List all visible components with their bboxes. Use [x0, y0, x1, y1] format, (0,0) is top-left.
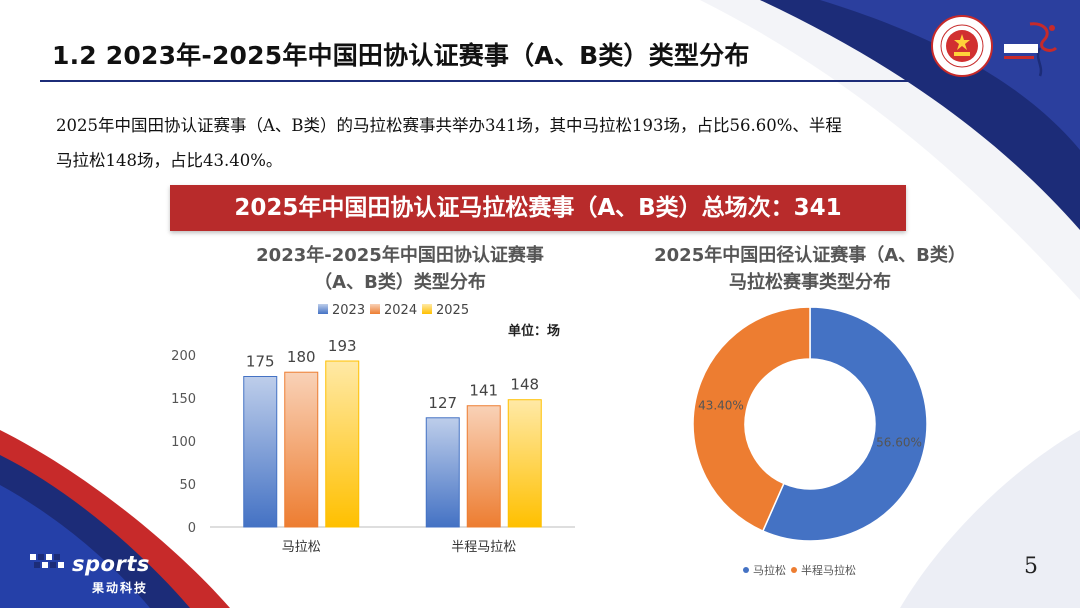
page-title: 1.2 2023年-2025年中国田协认证赛事（A、B类）类型分布	[52, 41, 750, 70]
bar-value-label: 127	[428, 394, 457, 412]
donut-legend-marker	[743, 567, 749, 573]
donut-legend-label: 半程马拉松	[801, 563, 856, 577]
donut-slice-半程马拉松	[692, 306, 811, 533]
bar-chart-title-line-1: 2023年-2025年中国田协认证赛事	[256, 245, 544, 266]
bar-value-label: 141	[469, 382, 498, 400]
donut-legend-label: 马拉松	[753, 563, 786, 577]
bar-value-label: 180	[287, 348, 316, 366]
donut-value-label: 43.40%	[698, 398, 744, 412]
unit-label: 单位：场	[508, 324, 561, 339]
bar-value-label: 193	[328, 337, 357, 355]
summary-line-2: 马拉松148场，占比43.40%。	[56, 151, 283, 170]
legend-label-2023: 2023	[332, 303, 365, 318]
donut-legend-marker	[791, 567, 797, 573]
title-divider	[40, 80, 920, 82]
pie-chart-title: 2025年中国田径认证赛事（A、B类） 马拉松赛事类型分布	[590, 242, 1030, 296]
sports-brand-icon	[30, 554, 64, 568]
page-number: 5	[1024, 554, 1038, 579]
legend-swatch-2023	[318, 304, 328, 314]
y-tick-label: 100	[171, 435, 196, 450]
bar-value-label: 148	[510, 376, 539, 394]
y-tick-label: 200	[171, 349, 196, 364]
summary-text: 2025年中国田协认证赛事（A、B类）的马拉松赛事共举办341场，其中马拉松19…	[56, 108, 916, 178]
bar-chart-title: 2023年-2025年中国田协认证赛事 （A、B类）类型分布	[150, 242, 650, 296]
total-events-banner: 2025年中国田协认证马拉松赛事（A、B类）总场次：341	[170, 185, 906, 231]
legend-swatch-2025	[422, 304, 432, 314]
legend-label-2024: 2024	[384, 303, 417, 318]
bar-chart-title-line-2: （A、B类）类型分布	[314, 272, 486, 293]
bar-2024-马拉松	[284, 371, 319, 528]
pie-chart-title-line-1: 2025年中国田径认证赛事（A、B类）	[654, 245, 966, 266]
y-tick-label: 0	[188, 521, 196, 536]
pie-chart-title-line-2: 马拉松赛事类型分布	[729, 272, 891, 293]
legend-swatch-2024	[370, 304, 380, 314]
association-seal-logo	[931, 15, 993, 77]
summary-line-1: 2025年中国田协认证赛事（A、B类）的马拉松赛事共举办341场，其中马拉松19…	[56, 116, 842, 135]
brand-name: sports	[72, 552, 150, 576]
donut-value-label: 56.60%	[876, 436, 922, 450]
x-category-label: 半程马拉松	[451, 540, 516, 555]
y-tick-label: 150	[171, 392, 196, 407]
bar-2023-半程马拉松	[425, 417, 460, 528]
bar-value-label: 175	[246, 353, 275, 371]
bar-2023-马拉松	[243, 376, 278, 528]
bar-2024-半程马拉松	[466, 405, 501, 528]
x-category-label: 马拉松	[282, 540, 321, 555]
china-athletics-logo	[1004, 22, 1058, 77]
y-tick-label: 50	[179, 478, 196, 493]
brand-subtitle: 果动科技	[92, 581, 149, 595]
bar-2025-半程马拉松	[507, 399, 542, 528]
bar-2025-马拉松	[325, 360, 360, 528]
donut-slice-马拉松	[761, 306, 928, 542]
legend-label-2025: 2025	[436, 303, 469, 318]
